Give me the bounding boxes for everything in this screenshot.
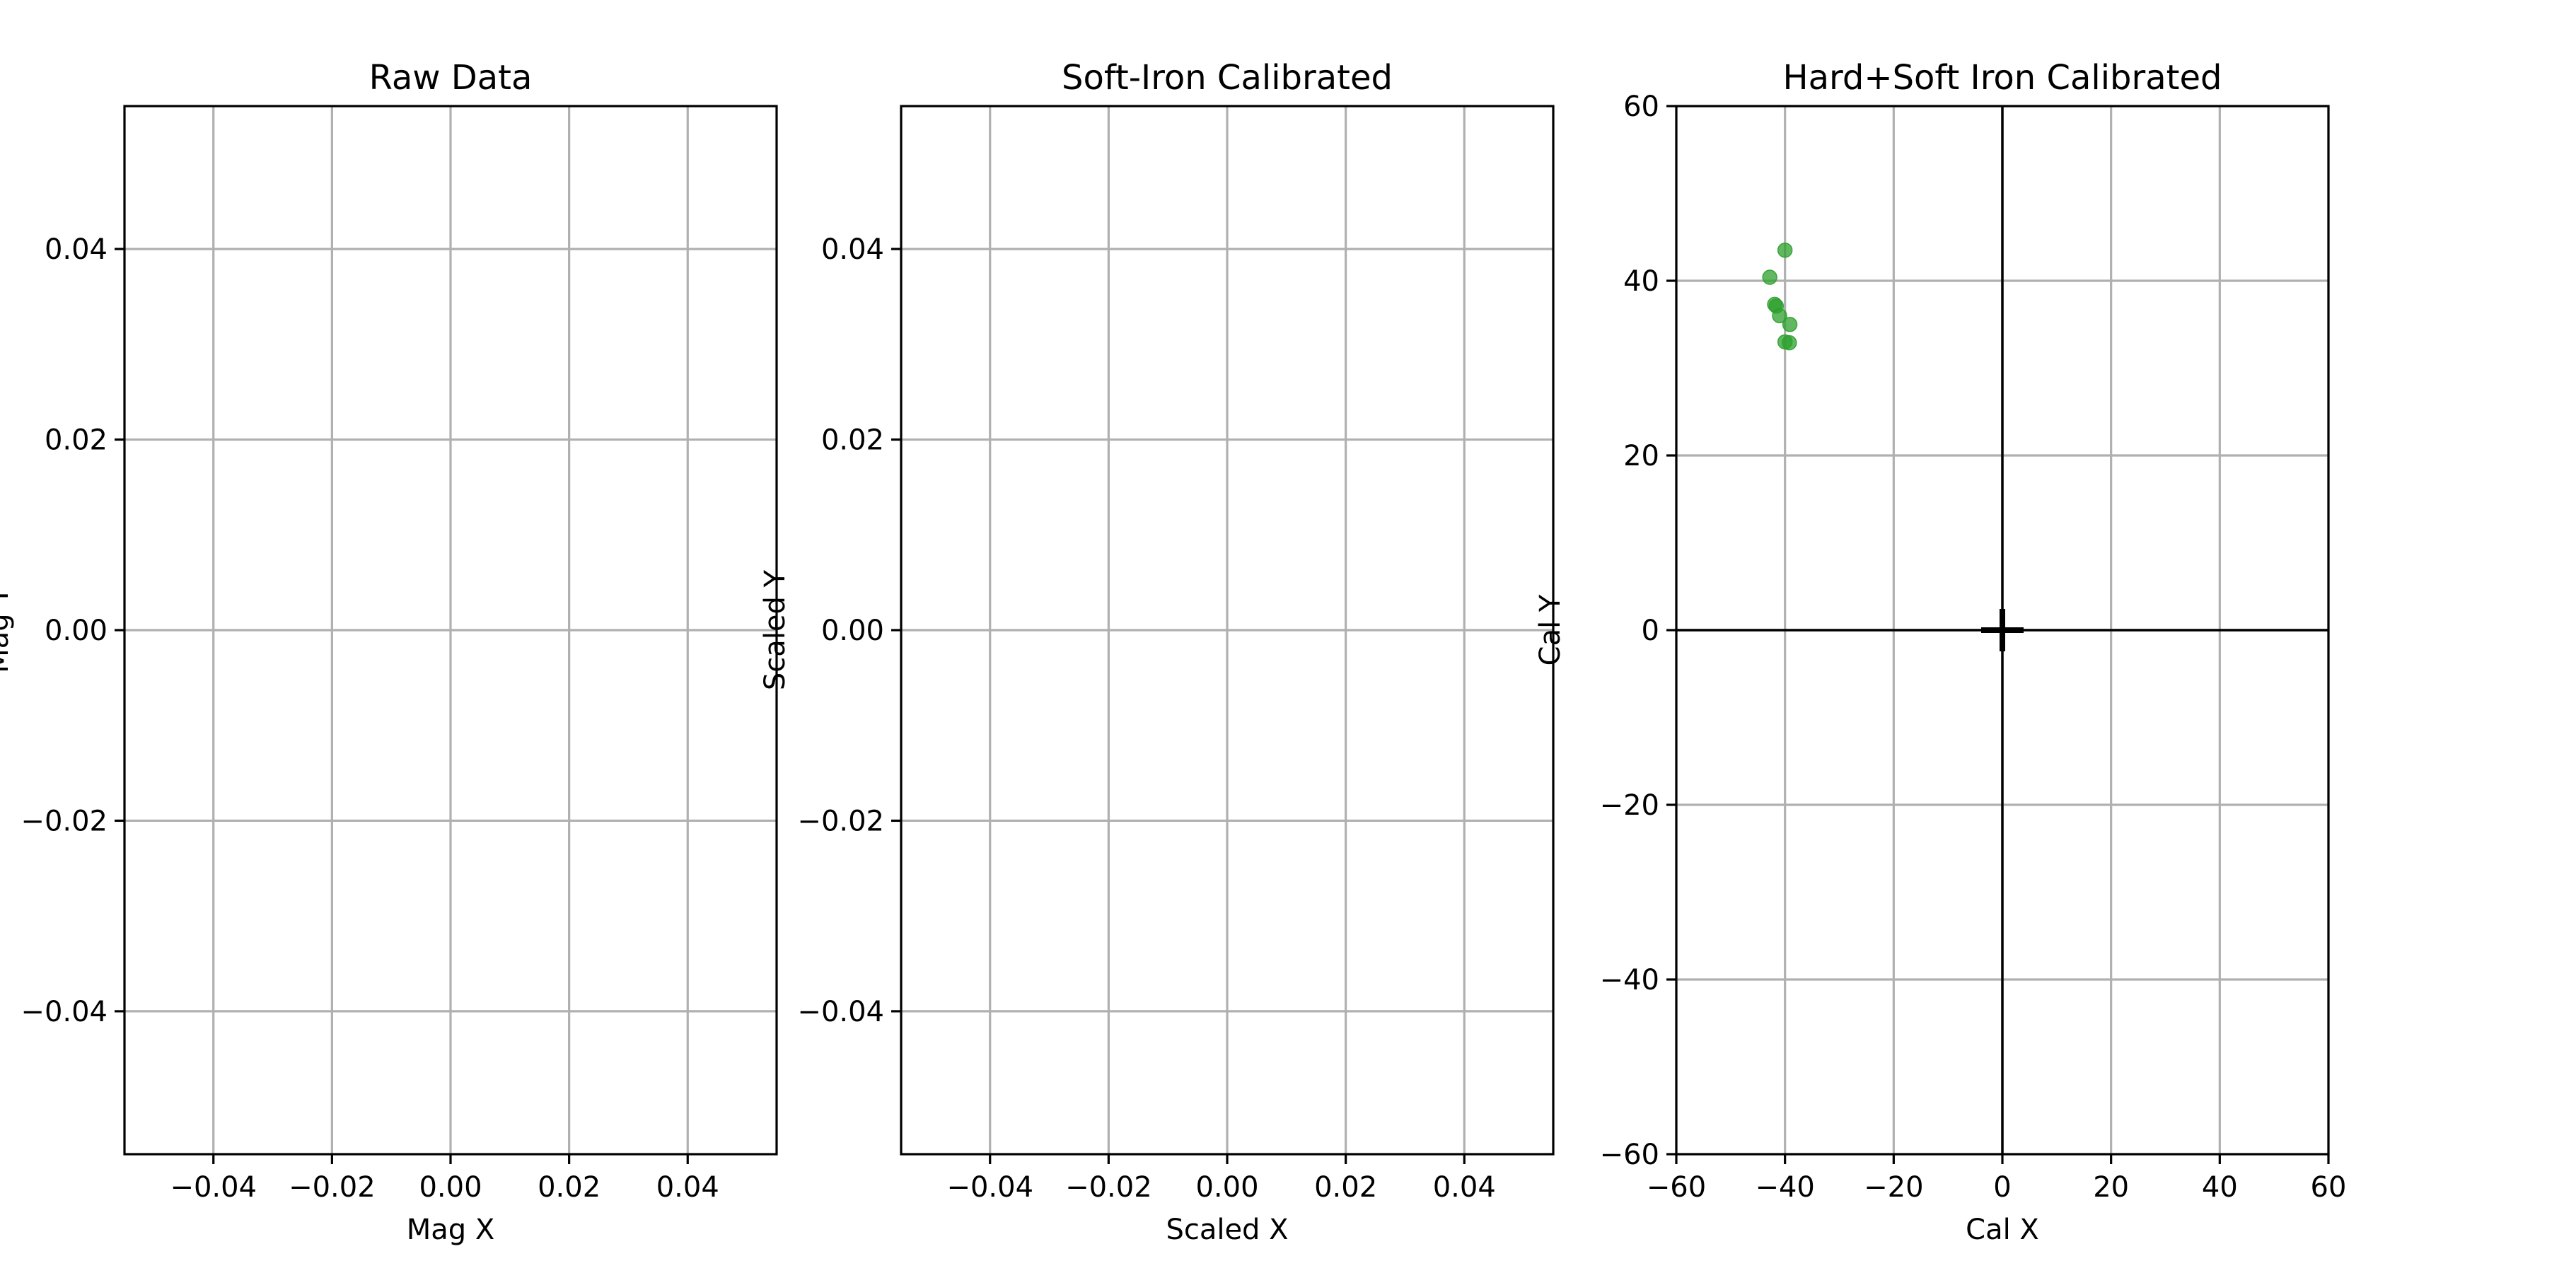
y-tick-label: 0 <box>1642 615 1659 647</box>
soft-iron-calibrated-plot: −0.04 −0.02 0.00 0.02 0.04 −0.04 −0.02 0.00 0.02… <box>759 58 1555 1246</box>
y-tick-label: 0.02 <box>45 424 108 457</box>
y-axis-label: Cal Y <box>1534 594 1567 665</box>
y-tick-label: −40 <box>1600 964 1659 996</box>
reference-lines <box>1676 106 2328 1154</box>
data-point <box>1782 317 1798 332</box>
x-axis-label: Cal X <box>1966 1214 2039 1246</box>
data-point <box>1762 269 1777 285</box>
x-tick-label: 0.00 <box>419 1171 482 1204</box>
x-tick-label: −0.04 <box>946 1171 1033 1204</box>
x-tick-label: −60 <box>1647 1171 1706 1204</box>
raw-data-plot: −0.04 −0.02 0.00 0.02 0.04 −0.04 −0.02 0.00 0.02… <box>0 58 778 1246</box>
grid <box>901 106 1553 1154</box>
y-tick-label: 20 <box>1623 440 1659 472</box>
plot-title: Raw Data <box>369 58 533 98</box>
y-tick-label: −0.04 <box>797 996 884 1028</box>
y-tick-label: 0.00 <box>45 615 108 647</box>
y-tick-label: −60 <box>1600 1139 1659 1171</box>
x-axis-label: Scaled X <box>1166 1214 1288 1246</box>
origin-plus-marker <box>1981 609 2024 651</box>
x-tick-label: 0.02 <box>1314 1171 1377 1204</box>
x-tick-label: −0.02 <box>289 1171 376 1204</box>
x-tick-label: 20 <box>2093 1171 2129 1204</box>
ticks: −0.04 −0.02 0.00 0.02 0.04 −0.04 −0.02 0.00 0.02… <box>21 233 719 1204</box>
grid <box>124 106 777 1154</box>
x-tick-label: 0 <box>1993 1171 2011 1204</box>
y-tick-label: 60 <box>1623 91 1659 123</box>
x-tick-label: −0.02 <box>1065 1171 1152 1204</box>
data-point <box>1777 243 1793 258</box>
x-tick-label: −0.04 <box>170 1171 257 1204</box>
y-axis-label: Mag Y <box>0 587 15 673</box>
y-tick-label: 40 <box>1623 265 1659 298</box>
y-tick-label: 0.04 <box>45 233 108 266</box>
y-tick-label: −0.04 <box>21 996 108 1028</box>
x-tick-label: −20 <box>1864 1171 1923 1204</box>
y-axis-label: Scaled Y <box>759 569 791 690</box>
data-point <box>1782 335 1797 351</box>
x-axis-label: Mag X <box>407 1214 495 1246</box>
x-tick-label: 0.00 <box>1195 1171 1258 1204</box>
x-tick-label: 0.04 <box>1433 1171 1496 1204</box>
ticks: −0.04 −0.02 0.00 0.02 0.04 −0.04 −0.02 0.00 0.02… <box>797 233 1495 1204</box>
scatter-points <box>1762 243 1798 351</box>
y-tick-label: 0.00 <box>821 615 884 647</box>
x-tick-label: −40 <box>1755 1171 1814 1204</box>
data-point <box>1772 308 1787 324</box>
y-tick-label: −0.02 <box>797 805 884 837</box>
y-tick-label: −0.02 <box>21 805 108 837</box>
plot-frame <box>900 105 1555 1156</box>
x-tick-label: 0.02 <box>538 1171 601 1204</box>
plot-frame <box>123 105 778 1156</box>
x-tick-label: 60 <box>2311 1171 2347 1204</box>
x-tick-label: 0.04 <box>656 1171 719 1204</box>
plot-title: Soft-Iron Calibrated <box>1062 58 1393 98</box>
plot-title: Hard+Soft Iron Calibrated <box>1783 58 2222 98</box>
y-tick-label: 0.02 <box>821 424 884 457</box>
plot-frame <box>1675 105 2330 1156</box>
x-tick-label: 40 <box>2202 1171 2238 1204</box>
ticks: −60 −40 −20 0 20 40 60 −60 −40 −20 0 20 40 60 <box>1600 91 2347 1204</box>
hard-soft-iron-calibrated-plot: −60 −40 −20 0 20 40 60 −60 −40 −20 0 20 40 60 Hard+So… <box>1534 58 2346 1246</box>
y-tick-label: 0.04 <box>821 233 884 266</box>
y-tick-label: −20 <box>1600 789 1659 822</box>
